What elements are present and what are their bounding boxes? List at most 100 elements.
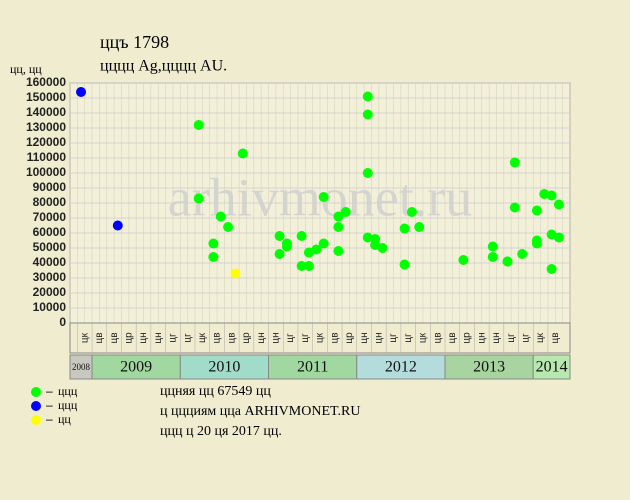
point	[487, 252, 498, 262]
month-row	[69, 322, 571, 354]
month-label: цк	[315, 332, 326, 343]
point	[370, 234, 381, 244]
y-tick-label: 130000	[26, 120, 66, 134]
point	[546, 264, 557, 274]
month-label: цв	[329, 332, 340, 343]
month-label: цр	[462, 332, 473, 344]
point	[318, 238, 329, 249]
year-band	[532, 354, 571, 380]
month-label: цг	[300, 333, 311, 343]
month-label: цн	[153, 332, 164, 343]
y-tick-label: 140000	[26, 105, 66, 119]
month-label: цр	[344, 332, 355, 344]
point	[377, 243, 388, 253]
point	[553, 199, 564, 210]
y-tick-label: 60000	[33, 225, 67, 239]
year-label: 2011	[297, 359, 328, 376]
month-label: цв	[212, 332, 223, 343]
y-tick-label: 150000	[26, 90, 66, 104]
year-band	[356, 354, 446, 380]
point	[406, 207, 417, 217]
legend-label: ццц	[58, 384, 78, 398]
month-label: цв	[94, 332, 105, 343]
month-label: цр	[123, 332, 134, 344]
point	[311, 244, 322, 255]
y-tick-label: 50000	[33, 240, 67, 254]
month-label: цв	[226, 332, 237, 343]
point	[553, 232, 564, 243]
point	[531, 235, 542, 246]
month-label: цг	[285, 333, 296, 343]
point	[458, 255, 469, 265]
point	[208, 238, 219, 249]
month-label: цв	[447, 332, 458, 343]
y-tick-label: 70000	[33, 210, 67, 224]
month-label: цв	[550, 332, 561, 343]
point	[333, 211, 344, 222]
note: ц ццциям цца ARHIVMONET.RU	[160, 404, 360, 419]
point	[517, 249, 528, 259]
month-label: цг	[521, 333, 532, 343]
y-tick-label: 40000	[33, 255, 67, 269]
month-label: цн	[491, 332, 502, 343]
point	[340, 207, 351, 217]
legend-marker	[31, 415, 41, 425]
point	[230, 268, 241, 279]
legend-label: цц	[58, 412, 71, 426]
point	[546, 190, 557, 201]
y-tick-label: 30000	[33, 270, 67, 284]
month-label: цк	[418, 332, 429, 343]
point	[502, 256, 513, 267]
point	[215, 211, 226, 222]
month-label: цн	[373, 332, 384, 343]
point	[193, 120, 204, 130]
year-band	[179, 354, 270, 380]
chart-title: ццъ 1798	[100, 32, 169, 52]
year-band	[268, 354, 358, 380]
year-band	[91, 354, 181, 380]
legend-dash: –	[46, 384, 53, 398]
y-tick-label: 80000	[33, 195, 67, 209]
point	[487, 241, 498, 252]
month-label: цн	[138, 332, 149, 343]
month-label: цр	[241, 332, 252, 344]
month-label: цг	[168, 333, 179, 343]
month-label: цв	[432, 332, 443, 343]
month-label: цг	[388, 333, 399, 343]
y-tick-label: 120000	[26, 135, 66, 149]
month-label: цг	[182, 333, 193, 343]
y-tick-label: 110000	[27, 150, 67, 164]
year-label: 2008	[72, 362, 91, 372]
legend-dash: –	[46, 412, 53, 426]
point	[399, 259, 410, 270]
month-label: цк	[79, 332, 90, 343]
year-label: 2009	[120, 359, 152, 376]
month-label: цн	[359, 332, 370, 343]
point	[281, 241, 292, 252]
point	[333, 222, 344, 232]
note: ццц ц 20 ця 2017 цц.	[160, 424, 282, 439]
y-tick-label: 0	[59, 315, 66, 329]
point	[76, 87, 87, 97]
month-label: цг	[403, 333, 414, 343]
year-label: 2012	[385, 359, 417, 376]
legend-marker	[31, 401, 41, 411]
point	[362, 109, 373, 120]
y-tick-label: 100000	[26, 165, 66, 179]
point	[193, 193, 204, 204]
month-label: цн	[256, 332, 267, 343]
y-tick-label: 20000	[33, 285, 67, 299]
y-tick-label: 90000	[33, 180, 67, 194]
year-label: 2010	[208, 359, 240, 376]
point	[303, 261, 314, 271]
month-label: цн	[271, 332, 282, 343]
point	[274, 231, 285, 241]
point	[333, 246, 344, 256]
month-label: цг	[506, 333, 517, 343]
legend-label: ццц	[58, 398, 78, 412]
month-label: цк	[197, 332, 208, 343]
point	[362, 168, 373, 178]
point	[296, 231, 307, 241]
point	[296, 261, 307, 271]
